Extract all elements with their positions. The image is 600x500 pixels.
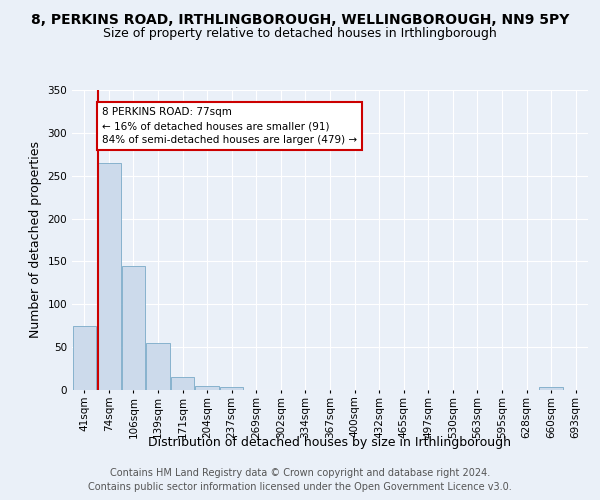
Text: Size of property relative to detached houses in Irthlingborough: Size of property relative to detached ho… (103, 28, 497, 40)
Bar (122, 266, 145, 390)
Text: Contains HM Land Registry data © Crown copyright and database right 2024.: Contains HM Land Registry data © Crown c… (110, 468, 490, 477)
Bar (97, 163, 121, 390)
Text: 8, PERKINS ROAD, IRTHLINGBOROUGH, WELLINGBOROUGH, NN9 5PY: 8, PERKINS ROAD, IRTHLINGBOROUGH, WELLIN… (31, 12, 569, 26)
Bar (171, 377, 194, 390)
Bar (220, 388, 244, 390)
Bar (146, 343, 170, 390)
Bar (196, 386, 219, 390)
Bar (73, 326, 96, 390)
Text: Contains public sector information licensed under the Open Government Licence v3: Contains public sector information licen… (88, 482, 512, 492)
Bar (539, 386, 563, 390)
Text: 8 PERKINS ROAD: 77sqm
← 16% of detached houses are smaller (91)
84% of semi-deta: 8 PERKINS ROAD: 77sqm ← 16% of detached … (102, 107, 357, 145)
Text: Distribution of detached houses by size in Irthlingborough: Distribution of detached houses by size … (149, 436, 511, 449)
Y-axis label: Number of detached properties: Number of detached properties (29, 142, 42, 338)
